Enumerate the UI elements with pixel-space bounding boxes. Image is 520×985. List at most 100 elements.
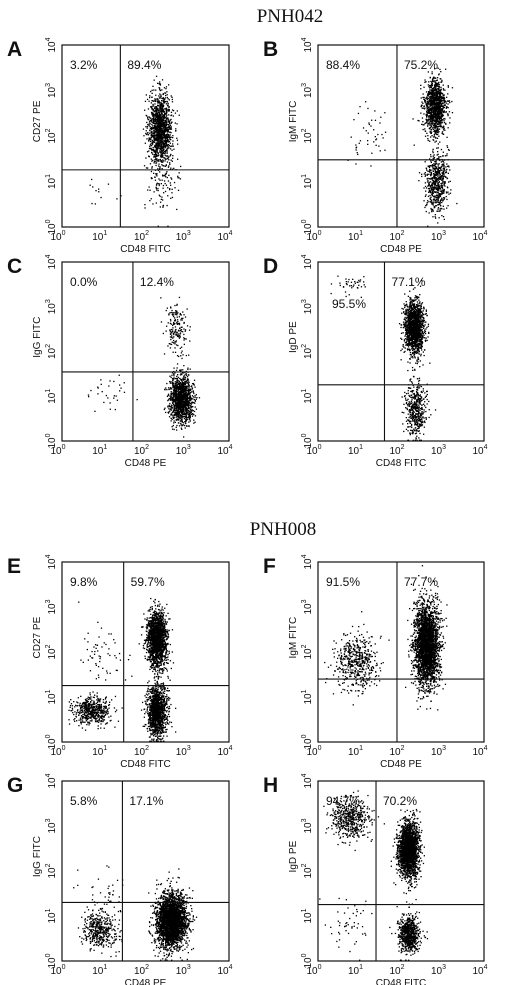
event-dot	[165, 130, 166, 131]
event-dot	[155, 165, 156, 166]
event-dot	[435, 191, 436, 192]
event-dot	[176, 427, 177, 428]
event-dot	[426, 115, 427, 116]
event-dot	[424, 207, 425, 208]
event-dot	[175, 329, 176, 330]
event-dot	[168, 412, 169, 413]
event-dot	[183, 406, 184, 407]
event-dot	[436, 121, 437, 122]
event-dot	[178, 413, 179, 414]
event-dot	[378, 146, 379, 147]
event-dot	[432, 127, 433, 128]
event-dot	[152, 125, 153, 126]
event-dot	[156, 76, 157, 77]
event-dot	[181, 407, 182, 408]
event-dot	[177, 312, 178, 313]
event-dot	[158, 153, 159, 154]
event-dot	[439, 84, 440, 85]
event-dot	[433, 77, 434, 78]
event-dot	[97, 393, 98, 394]
event-dot	[435, 216, 436, 217]
event-dot	[161, 98, 162, 99]
event-dot	[156, 185, 157, 186]
event-dot	[176, 419, 177, 420]
event-dot	[182, 319, 183, 320]
event-dot	[175, 128, 176, 129]
event-dot	[192, 395, 193, 396]
event-dot	[179, 316, 180, 317]
event-dot	[162, 153, 163, 154]
event-dot	[447, 147, 448, 148]
event-dot	[153, 173, 154, 174]
event-dot	[151, 124, 152, 125]
event-dot	[158, 122, 159, 123]
event-dot	[174, 415, 175, 416]
event-dot	[188, 410, 189, 411]
event-dot	[444, 90, 445, 91]
event-dot	[163, 94, 164, 95]
event-dot	[189, 389, 190, 390]
event-dot	[170, 319, 171, 320]
event-dot	[192, 416, 193, 417]
event-dot	[181, 412, 182, 413]
event-dot	[165, 412, 166, 413]
event-dot	[359, 106, 360, 107]
event-dot	[175, 130, 176, 131]
event-dot	[447, 100, 448, 101]
event-dot	[172, 426, 173, 427]
event-dot	[164, 124, 165, 125]
event-dot	[437, 209, 438, 210]
event-dot	[172, 400, 173, 401]
event-dot	[149, 200, 150, 201]
event-dot	[157, 149, 158, 150]
event-dot	[176, 380, 177, 381]
event-dot	[172, 415, 173, 416]
event-dot	[169, 141, 170, 142]
event-dot	[424, 108, 425, 109]
event-dot	[173, 399, 174, 400]
event-dot	[163, 333, 164, 334]
event-dot	[166, 150, 167, 151]
event-dot	[171, 192, 172, 193]
event-dot	[435, 99, 436, 100]
event-dot	[151, 102, 152, 103]
event-dot	[432, 73, 433, 74]
event-dot	[194, 395, 195, 396]
event-dot	[162, 98, 163, 99]
event-dot	[177, 407, 178, 408]
event-dot	[375, 120, 376, 121]
event-dot	[170, 168, 171, 169]
event-dot	[181, 327, 182, 328]
event-dot	[370, 165, 371, 166]
event-dot	[155, 145, 156, 146]
event-dot	[444, 175, 445, 176]
event-dot	[425, 205, 426, 206]
event-dot	[447, 145, 448, 146]
event-dot	[436, 141, 437, 142]
tick-base: 10	[303, 177, 314, 189]
event-dot	[170, 148, 171, 149]
event-dot	[147, 126, 148, 127]
event-dot	[170, 334, 171, 335]
event-dot	[156, 138, 157, 139]
event-dot	[186, 420, 187, 421]
event-dot	[173, 396, 174, 397]
event-dot	[431, 121, 432, 122]
event-dot	[428, 326, 429, 327]
event-dot	[443, 152, 444, 153]
event-dot	[175, 311, 176, 312]
event-dot	[184, 425, 185, 426]
event-dot	[167, 205, 168, 206]
event-dot	[171, 122, 172, 123]
event-dot	[170, 177, 171, 178]
event-dot	[438, 184, 439, 185]
event-dot	[153, 117, 154, 118]
event-dot	[435, 111, 436, 112]
event-dot	[151, 100, 152, 101]
event-dot	[168, 119, 169, 120]
event-dot	[194, 397, 195, 398]
event-dot	[430, 156, 431, 157]
event-dot	[178, 422, 179, 423]
event-dot	[174, 429, 175, 430]
event-dot	[427, 126, 428, 127]
